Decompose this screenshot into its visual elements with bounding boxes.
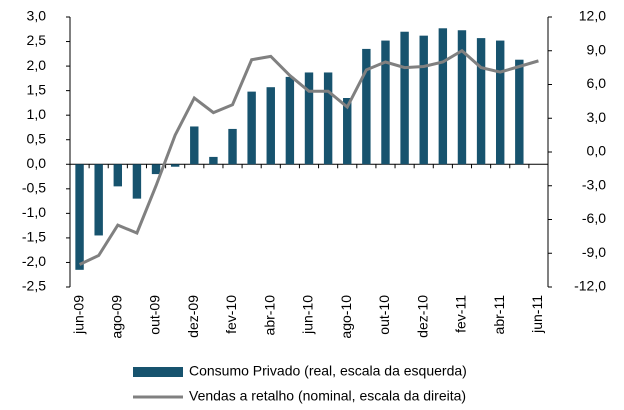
y2-tick-label: -9,0 bbox=[582, 244, 606, 260]
x-tick-label: dez-09 bbox=[185, 295, 201, 338]
bar bbox=[190, 126, 199, 165]
y2-tick-label: 3,0 bbox=[587, 109, 607, 125]
y2-tick-label: -12,0 bbox=[574, 278, 606, 294]
y-tick-label: -0,5 bbox=[22, 180, 46, 196]
legend-label: Vendas a retalho (nominal, escala da dir… bbox=[189, 388, 466, 404]
bar bbox=[495, 40, 505, 165]
x-tick-label: jun-09 bbox=[70, 295, 86, 335]
bar bbox=[419, 35, 428, 165]
y-tick-label: -2,5 bbox=[22, 278, 46, 294]
y-tick-label: 2,5 bbox=[27, 32, 47, 48]
bar bbox=[304, 72, 314, 165]
x-tick-label: jun-11 bbox=[529, 295, 545, 334]
line bbox=[78, 48, 539, 266]
bar bbox=[343, 98, 352, 165]
y-tick-label: 0,0 bbox=[27, 155, 47, 171]
bar bbox=[151, 164, 161, 175]
x-tick-label: abr-10 bbox=[261, 295, 277, 336]
x-tick-label: out-09 bbox=[147, 295, 163, 335]
bar bbox=[457, 30, 467, 165]
bar bbox=[266, 87, 275, 165]
y2-tick-label: 6,0 bbox=[587, 75, 607, 91]
bar bbox=[170, 164, 180, 167]
bar bbox=[323, 72, 333, 165]
y-tick-label: 1,0 bbox=[27, 106, 47, 122]
bar bbox=[75, 164, 84, 270]
y-tick-label: -2,0 bbox=[22, 253, 46, 269]
bar bbox=[247, 91, 256, 165]
bar bbox=[438, 28, 448, 165]
y-tick-label: 1,5 bbox=[27, 81, 47, 97]
y2-tick-label: 0,0 bbox=[587, 143, 607, 159]
y-tick-label: -1,5 bbox=[22, 229, 46, 245]
x-tick-label: abr-11 bbox=[491, 295, 507, 335]
y-tick-label: 3,0 bbox=[27, 8, 47, 24]
y2-tick-label: -3,0 bbox=[582, 176, 606, 192]
bar bbox=[362, 48, 371, 165]
y-tick-label: -1,0 bbox=[22, 204, 46, 220]
legend-label: Consumo Privado (real, escala da esquerd… bbox=[189, 363, 467, 379]
bar bbox=[515, 59, 524, 165]
bar bbox=[476, 38, 486, 165]
legend-swatch bbox=[133, 367, 183, 377]
x-tick-label: dez-10 bbox=[414, 295, 430, 338]
y-tick-label: 0,5 bbox=[27, 130, 47, 146]
x-tick-label: fev-11 bbox=[453, 295, 469, 333]
x-tick-label: fev-10 bbox=[223, 295, 239, 334]
x-tick-label: out-10 bbox=[376, 295, 392, 335]
y2-tick-label: -6,0 bbox=[582, 210, 606, 226]
bar bbox=[94, 164, 103, 236]
y2-tick-label: 9,0 bbox=[587, 41, 607, 57]
x-tick-label: ago-09 bbox=[109, 295, 125, 339]
bar bbox=[228, 128, 237, 165]
bar bbox=[381, 40, 390, 165]
bar bbox=[209, 156, 218, 165]
bar bbox=[113, 164, 123, 187]
bar bbox=[285, 76, 295, 165]
x-tick-label: ago-10 bbox=[338, 295, 354, 339]
x-tick-label: jun-10 bbox=[300, 295, 316, 335]
y2-tick-label: 12,0 bbox=[579, 8, 606, 24]
bar bbox=[400, 31, 409, 165]
y-tick-label: 2,0 bbox=[27, 57, 47, 73]
bar bbox=[132, 164, 142, 199]
